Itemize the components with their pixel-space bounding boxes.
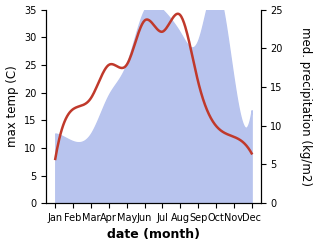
Y-axis label: med. precipitation (kg/m2): med. precipitation (kg/m2)	[300, 27, 313, 186]
X-axis label: date (month): date (month)	[107, 228, 200, 242]
Y-axis label: max temp (C): max temp (C)	[5, 65, 18, 147]
